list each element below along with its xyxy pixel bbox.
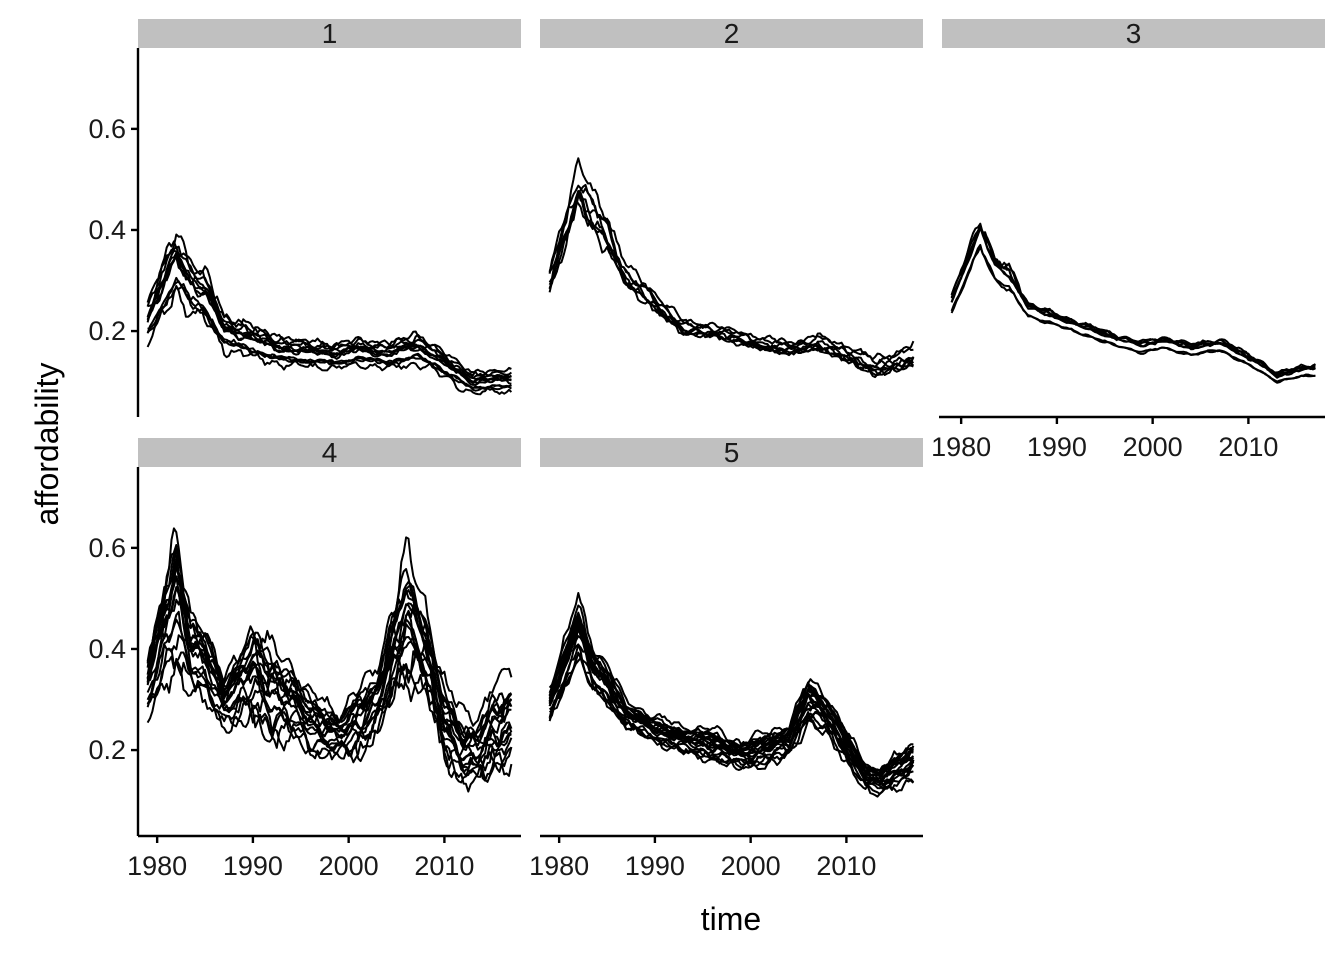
series-line xyxy=(950,227,1316,376)
series-group xyxy=(146,233,513,396)
x-tick-label: 2010 xyxy=(816,851,876,881)
y-tick-label: 0.6 xyxy=(88,533,126,563)
series-line xyxy=(146,286,512,391)
x-tick-label: 1980 xyxy=(127,851,187,881)
series-line xyxy=(548,194,915,376)
facet-panel-3: 3 1980 1990 2000 2010 xyxy=(931,18,1325,462)
series-line xyxy=(548,157,914,365)
y-tick-label: 0.4 xyxy=(88,634,126,664)
series-line xyxy=(950,225,1316,379)
facet-panel-1: 1 0.2 0.4 0.6 xyxy=(88,18,521,417)
facet-strip-label: 4 xyxy=(322,437,338,468)
facet-panel-2: 2 xyxy=(540,18,923,379)
facet-strip xyxy=(138,438,521,467)
series-line xyxy=(950,225,1316,374)
series-line xyxy=(548,618,915,780)
facet-strip-label: 3 xyxy=(1126,18,1142,49)
series-line xyxy=(146,285,513,396)
y-tick-label: 0.4 xyxy=(88,215,126,245)
x-tick-label: 2000 xyxy=(1123,432,1183,462)
series-line xyxy=(548,190,914,370)
series-line xyxy=(146,648,513,793)
series-group xyxy=(548,157,915,379)
facet-strip-label: 5 xyxy=(724,437,740,468)
y-tick-label: 0.2 xyxy=(88,316,126,346)
facet-strip xyxy=(942,19,1325,48)
x-tick-label: 2000 xyxy=(319,851,379,881)
series-line xyxy=(146,552,513,739)
facet-panel-5: 5 1980 1990 2000 2010 xyxy=(529,437,923,881)
facet-strip xyxy=(540,19,923,48)
series-line xyxy=(950,226,1317,375)
series-group xyxy=(548,592,915,798)
series-line xyxy=(146,527,513,727)
series-group xyxy=(146,527,513,793)
facet-strip-label: 1 xyxy=(322,18,338,49)
facet-strip xyxy=(540,438,923,467)
series-line xyxy=(146,545,512,747)
series-group xyxy=(950,222,1317,384)
x-tick-label: 2010 xyxy=(414,851,474,881)
x-tick-label: 2010 xyxy=(1218,432,1278,462)
facet-panel-4: 4 0.2 0.4 0.6 1980 1990 2000 2010 xyxy=(88,437,521,881)
series-line xyxy=(146,618,512,769)
x-tick-label: 2000 xyxy=(721,851,781,881)
facet-panels: 1 0.2 0.4 0.6 2 3 1980 1990 2000 2010 4 0.2 0.4 0.6 19… xyxy=(88,18,1325,881)
series-line xyxy=(146,251,512,386)
facet-strip-label: 2 xyxy=(724,18,740,49)
series-line xyxy=(950,226,1316,378)
x-tick-label: 1980 xyxy=(931,432,991,462)
series-line xyxy=(146,575,513,765)
y-tick-label: 0.6 xyxy=(88,114,126,144)
series-line xyxy=(548,643,915,798)
series-line xyxy=(950,222,1316,377)
x-axis-title: time xyxy=(701,901,761,937)
series-line xyxy=(950,243,1316,384)
x-tick-label: 1990 xyxy=(1027,432,1087,462)
x-tick-label: 1980 xyxy=(529,851,589,881)
x-tick-label: 1990 xyxy=(223,851,283,881)
y-tick-label: 0.2 xyxy=(88,735,126,765)
y-axis-title: affordability xyxy=(29,362,65,525)
facet-strip xyxy=(138,19,521,48)
series-line xyxy=(548,190,915,375)
x-tick-label: 1990 xyxy=(625,851,685,881)
